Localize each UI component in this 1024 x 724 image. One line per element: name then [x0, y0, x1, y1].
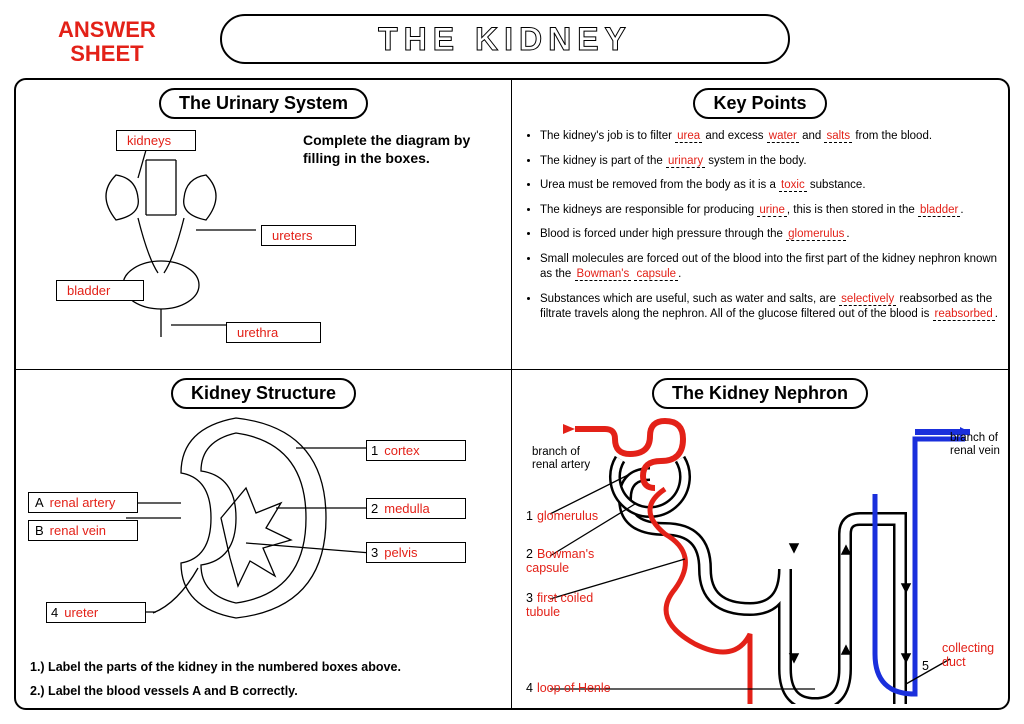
ks-A: Arenal artery: [28, 492, 138, 513]
answer-sheet-tag: ANSWER SHEET: [58, 18, 156, 66]
kp-5: Blood is forced under high pressure thro…: [540, 227, 998, 243]
kidney-structure-diagram: [126, 408, 406, 628]
ks-1: 1cortex: [366, 440, 466, 461]
label-urethra: urethra: [226, 322, 321, 343]
heading-keypoints: Key Points: [693, 88, 826, 119]
panel-key-points: Key Points The kidney's job is to filter…: [512, 80, 1008, 370]
worksheet-grid: The Urinary System Complete the diagram …: [14, 78, 1010, 710]
panel-urinary-system: The Urinary System Complete the diagram …: [16, 80, 512, 370]
sheet-text: SHEET: [58, 42, 156, 66]
kp-7: Substances which are useful, such as wat…: [540, 292, 998, 323]
instr-1: 1.) Label the parts of the kidney in the…: [30, 660, 497, 674]
label-kidneys: kidneys: [116, 130, 196, 151]
page-title-pill: THE KIDNEY: [220, 14, 790, 64]
kp-4: The kidneys are responsible for producin…: [540, 203, 998, 219]
panel-nephron: The Kidney Nephron: [512, 370, 1008, 708]
ks-2: 2medulla: [366, 498, 466, 519]
nephron-in: branch of renal artery: [532, 446, 602, 471]
heading-structure: Kidney Structure: [171, 378, 356, 409]
nl-1: 1glomerulus: [526, 510, 598, 524]
nl-3: 3first coiled tubule: [526, 592, 616, 620]
nephron-out: branch of renal vein: [950, 432, 1010, 457]
page-title: THE KIDNEY: [378, 21, 632, 58]
label-ureters: ureters: [261, 225, 356, 246]
kp-3: Urea must be removed from the body as it…: [540, 178, 998, 194]
keypoints-list: The kidney's job is to filter urea and e…: [522, 129, 998, 323]
ks-B: Brenal vein: [28, 520, 138, 541]
label-bladder: bladder: [56, 280, 144, 301]
nl-4: 4loop of Henle: [526, 682, 611, 696]
nl-2: 2Bowman's capsule: [526, 548, 616, 576]
panel-kidney-structure: Kidney Structure 1cortex 2medulla 3pelvi…: [16, 370, 512, 708]
instr-2: 2.) Label the blood vessels A and B corr…: [30, 684, 497, 698]
nl-5: collecting duct5: [942, 642, 1012, 670]
kp-2: The kidney is part of the urinary system…: [540, 154, 998, 170]
answer-text: ANSWER: [58, 18, 156, 42]
ks-3: 3pelvis: [366, 542, 466, 563]
complete-instruction: Complete the diagram by filling in the b…: [303, 132, 493, 167]
kp-6: Small molecules are forced out of the bl…: [540, 252, 998, 283]
ks-4: 4ureter: [46, 602, 146, 623]
kp-1: The kidney's job is to filter urea and e…: [540, 129, 998, 145]
heading-urinary: The Urinary System: [159, 88, 368, 119]
